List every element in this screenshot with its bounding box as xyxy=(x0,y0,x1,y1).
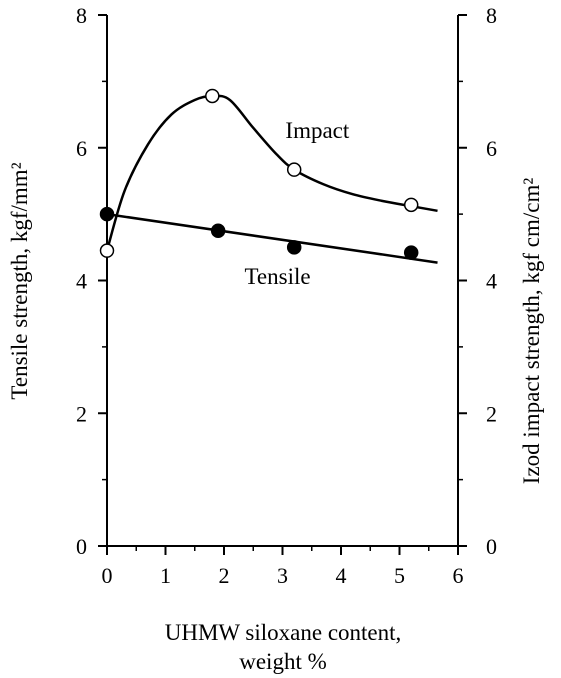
impact-series-label: Impact xyxy=(285,118,349,143)
y-right-tick-label: 8 xyxy=(486,3,497,28)
impact-data-point xyxy=(205,88,220,104)
series-curves xyxy=(105,94,438,264)
y-left-tick-label: 8 xyxy=(76,3,87,28)
impact-data-point xyxy=(286,162,302,177)
x-tick-label: 3 xyxy=(277,563,288,588)
y-left-tick-label: 0 xyxy=(76,534,87,559)
x-tick-label: 6 xyxy=(453,563,464,588)
y-right-tick-label: 2 xyxy=(486,401,497,426)
x-tick-label: 4 xyxy=(336,563,347,588)
tensile-data-point xyxy=(286,240,302,255)
y-right-tick-label: 4 xyxy=(486,269,497,294)
impact-data-point xyxy=(403,197,419,213)
impact-curve xyxy=(105,94,438,251)
x-tick-label: 0 xyxy=(102,563,113,588)
x-axis-title-line1: UHMW siloxane content, xyxy=(165,620,402,645)
impact-data-point xyxy=(99,243,115,258)
y-left-tick-label: 4 xyxy=(76,269,87,294)
y-left-tick-label: 6 xyxy=(76,136,87,161)
y-right-tick-label: 6 xyxy=(486,136,497,161)
ticks xyxy=(98,14,467,555)
tensile-data-point xyxy=(210,223,226,238)
y-axis-left-title: Tensile strength, kgf/mm² xyxy=(7,162,32,399)
x-tick-label: 5 xyxy=(394,563,405,588)
y-axis-right-title: Izod impact strength, kgf cm/cm² xyxy=(519,178,544,485)
tensile-data-point xyxy=(99,206,115,222)
tensile-series-label: Tensile xyxy=(244,264,310,289)
tensile-data-point xyxy=(403,245,419,260)
x-tick-label: 2 xyxy=(219,563,230,588)
tensile-curve xyxy=(106,212,438,264)
series-labels: Impact Tensile xyxy=(244,118,349,289)
x-axis-title-line2: weight % xyxy=(239,649,327,674)
y-left-tick-label: 2 xyxy=(76,401,87,426)
y-right-tick-label: 0 xyxy=(486,534,497,559)
x-tick-label: 1 xyxy=(160,563,171,588)
series-markers xyxy=(99,88,419,260)
